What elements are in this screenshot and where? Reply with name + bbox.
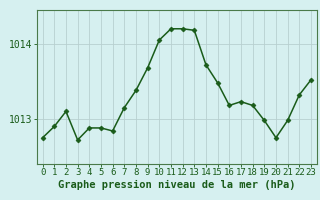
X-axis label: Graphe pression niveau de la mer (hPa): Graphe pression niveau de la mer (hPa) <box>58 180 296 190</box>
